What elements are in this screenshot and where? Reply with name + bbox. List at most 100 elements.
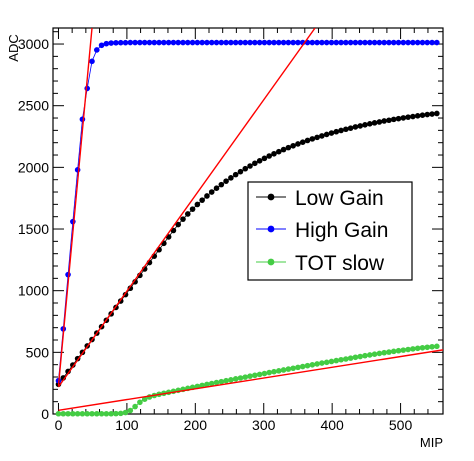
data-point-high-gain [228, 39, 234, 46]
x-tick-label: 400 [320, 417, 344, 433]
data-point-tot-slow [271, 368, 277, 375]
data-point-high-gain [376, 39, 383, 46]
data-point-high-gain [93, 47, 100, 53]
fit-line-0 [57, 28, 93, 386]
data-point-high-gain [98, 42, 105, 49]
data-point-tot-slow [127, 407, 134, 414]
data-point-tot-slow [237, 375, 244, 381]
data-point-high-gain [314, 39, 320, 46]
fit-line-2 [58, 349, 443, 411]
data-point-low-gain [424, 111, 431, 118]
data-point-high-gain [242, 39, 249, 46]
data-point-high-gain [290, 39, 296, 46]
data-point-high-gain [386, 39, 392, 46]
data-point-tot-slow [410, 346, 416, 352]
data-point-high-gain [347, 39, 354, 46]
data-point-low-gain [390, 116, 397, 123]
data-point-tot-slow [60, 410, 67, 417]
tick-labels: 0 100 200 300 400 500 0 500 1000 1500 2000 2500 3000 [18, 36, 413, 433]
data-point-high-gain [424, 39, 431, 46]
data-point-high-gain [89, 58, 95, 65]
data-point-low-gain [208, 189, 215, 195]
data-point-low-gain [204, 193, 210, 199]
data-point-high-gain [165, 39, 172, 46]
data-point-high-gain [390, 39, 397, 46]
data-point-low-gain [285, 144, 292, 151]
data-point-low-gain [65, 368, 71, 375]
legend-marker-high-gain [267, 225, 275, 233]
data-point-low-gain [323, 131, 330, 138]
data-point-low-gain [366, 121, 373, 127]
data-point-high-gain [357, 39, 364, 46]
data-point-tot-slow [98, 410, 105, 417]
data-point-tot-slow [338, 356, 344, 363]
data-point-tot-slow [137, 399, 143, 406]
legend-entry-high-gain: High Gain [256, 219, 388, 242]
data-point-high-gain [405, 39, 411, 46]
data-point-low-gain [175, 221, 182, 228]
data-point-tot-slow [434, 343, 440, 350]
data-point-low-gain [352, 124, 359, 130]
data-point-tot-slow [223, 377, 229, 384]
data-point-tot-slow [247, 373, 253, 379]
data-point-high-gain [434, 39, 440, 46]
data-point-low-gain [362, 122, 368, 128]
data-point-tot-slow [208, 380, 215, 387]
data-point-tot-slow [103, 410, 110, 417]
data-point-low-gain [333, 128, 340, 135]
data-point-low-gain [338, 127, 344, 134]
data-point-tot-slow [304, 362, 311, 369]
data-point-high-gain [295, 39, 301, 46]
data-point-tot-slow [366, 352, 373, 358]
data-point-tot-slow [132, 403, 138, 410]
data-point-low-gain [247, 163, 253, 169]
data-point-high-gain [103, 40, 110, 47]
data-point-low-gain [127, 285, 134, 292]
data-point-high-gain [381, 39, 387, 46]
x-tick-label: 0 [55, 417, 63, 433]
y-tick-label: 2000 [18, 159, 49, 175]
data-point-low-gain [299, 139, 306, 145]
data-point-high-gain [189, 39, 196, 46]
data-point-high-gain [204, 39, 210, 46]
data-point-high-gain [419, 39, 426, 46]
data-point-tot-slow [405, 346, 411, 353]
data-point-tot-slow [141, 396, 148, 403]
y-tick-label: 0 [41, 406, 49, 422]
x-tick-label: 200 [184, 417, 208, 433]
data-point-high-gain [161, 39, 167, 46]
data-point-high-gain [338, 39, 344, 46]
data-point-tot-slow [295, 364, 301, 371]
plot-frame [52, 27, 444, 415]
data-point-high-gain [256, 39, 263, 46]
fit-line-1 [57, 28, 316, 388]
data-point-high-gain [309, 39, 316, 46]
data-point-tot-slow [414, 345, 421, 352]
data-point-high-gain [400, 39, 407, 46]
data-point-tot-slow [218, 378, 225, 385]
data-point-tot-slow [323, 359, 330, 366]
data-point-tot-slow [386, 349, 392, 355]
data-point-tot-slow [390, 348, 397, 355]
data-point-high-gain [343, 39, 349, 46]
legend-marker-low-gain [267, 193, 275, 201]
data-point-high-gain [429, 39, 435, 46]
data-point-tot-slow [328, 358, 335, 365]
data-point-high-gain [237, 39, 244, 46]
data-point-tot-slow [242, 374, 249, 380]
data-point-high-gain [366, 39, 373, 46]
y-axis-title: ADC [6, 34, 21, 61]
data-point-high-gain [122, 39, 129, 46]
data-point-low-gain [419, 112, 426, 118]
legend-label-low-gain: Low Gain [295, 187, 384, 210]
data-point-high-gain [395, 39, 402, 46]
data-point-tot-slow [357, 353, 364, 360]
data-point-high-gain [132, 39, 138, 46]
data-point-tot-slow [347, 355, 354, 361]
data-point-low-gain [314, 134, 320, 141]
legend-entry-low-gain: Low Gain [256, 187, 384, 210]
data-point-high-gain [285, 39, 292, 46]
data-point-tot-slow [362, 352, 368, 359]
